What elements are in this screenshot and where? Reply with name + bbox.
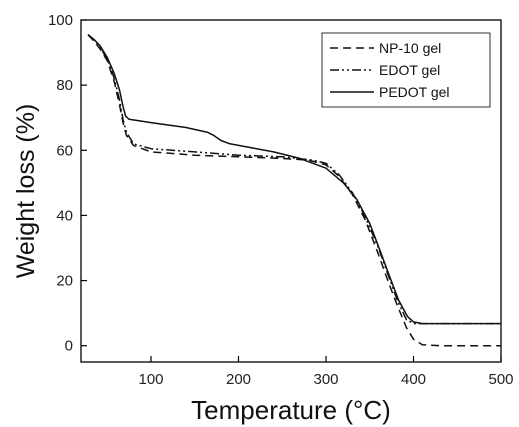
series-line-2	[87, 34, 501, 325]
y-tick-label: 60	[56, 142, 73, 159]
y-tick-label: 20	[56, 273, 73, 290]
x-tick-label: 200	[226, 371, 251, 388]
y-tick-label: 100	[48, 12, 73, 29]
legend-label-2: EDOT gel	[379, 62, 440, 78]
legend: NP-10 gel EDOT gel PEDOT gel	[321, 32, 491, 108]
x-tick-label: 500	[488, 371, 513, 388]
x-tick-label: 100	[138, 371, 163, 388]
legend-label-1: NP-10 gel	[379, 40, 441, 56]
series-layer	[87, 34, 501, 347]
plot-frame	[80, 19, 502, 363]
series-line-3	[87, 34, 501, 325]
x-tick-label: 400	[401, 371, 426, 388]
legend-box	[321, 32, 491, 108]
y-tick-label: 0	[65, 338, 73, 355]
series-line-1	[87, 34, 501, 347]
y-tick-label: 80	[56, 77, 73, 94]
x-tick-label: 300	[313, 371, 338, 388]
x-axis-title: Temperature (°C)	[191, 395, 391, 425]
y-tick-label: 40	[56, 207, 73, 224]
legend-label-3: PEDOT gel	[379, 84, 450, 100]
ticks-layer: 100 200 300 400 500 0 20 40 60 80 100	[48, 12, 514, 388]
y-axis-title: Weight loss (%)	[12, 104, 40, 279]
